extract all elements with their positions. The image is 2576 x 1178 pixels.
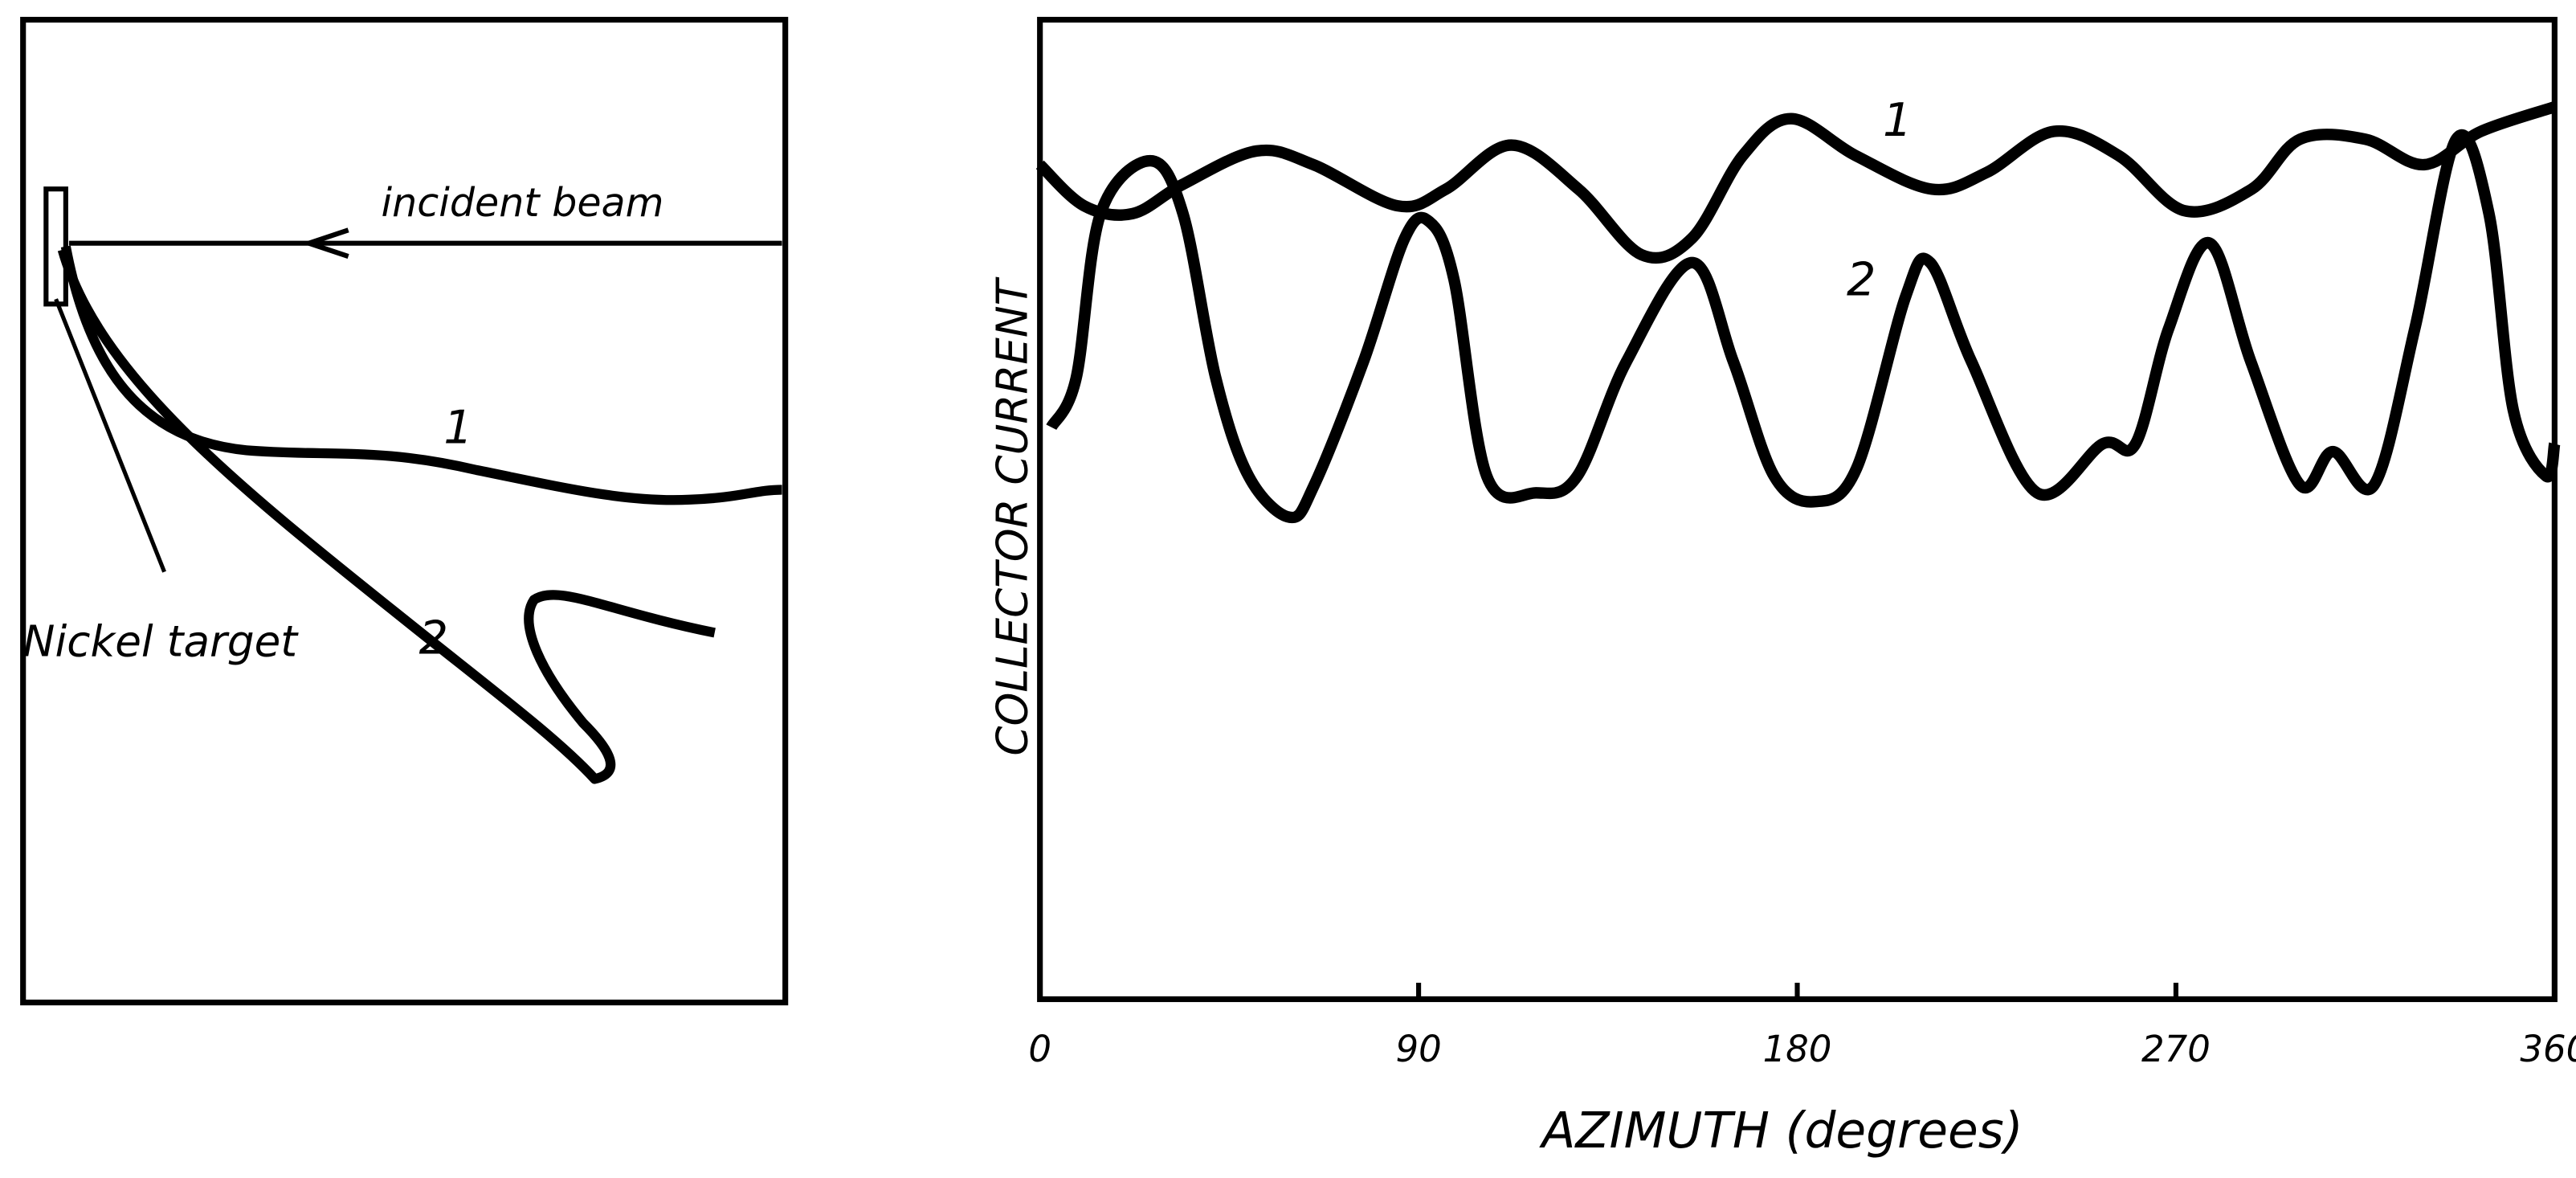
beam-arrow: [300, 227, 349, 259]
x-axis-label: AZIMUTH (degrees): [1539, 1102, 2023, 1160]
chart: COLLECTOR CURRENT AZIMUTH (degrees) 0 90 1…: [988, 16, 2576, 1160]
beam-label: incident beam: [382, 179, 664, 226]
y-axis-label: COLLECTOR CURRENT: [988, 276, 1038, 755]
target-pointer: [54, 298, 166, 573]
x-tick-label: 0: [1028, 1028, 1051, 1070]
x-tick-label: 270: [2141, 1028, 2211, 1070]
diagram-frame: [20, 16, 789, 1006]
curve-label: 1: [443, 400, 472, 454]
data-line: [1035, 101, 2557, 264]
x-tick-label: 360: [2520, 1028, 2576, 1070]
x-tick-label: 90: [1395, 1028, 1441, 1070]
target-label: Nickel target: [23, 616, 300, 666]
curve-2: [57, 248, 716, 784]
curve-1: [60, 245, 782, 505]
series-label: 2: [1847, 252, 1876, 306]
series-label: 1: [1883, 93, 1912, 147]
target: [43, 186, 68, 307]
curve-label: 2: [419, 611, 448, 665]
diagram: incident beam Nickel target 1 2: [20, 16, 789, 1006]
data-line: [1046, 129, 2561, 524]
x-tick-label: 180: [1763, 1028, 1832, 1070]
